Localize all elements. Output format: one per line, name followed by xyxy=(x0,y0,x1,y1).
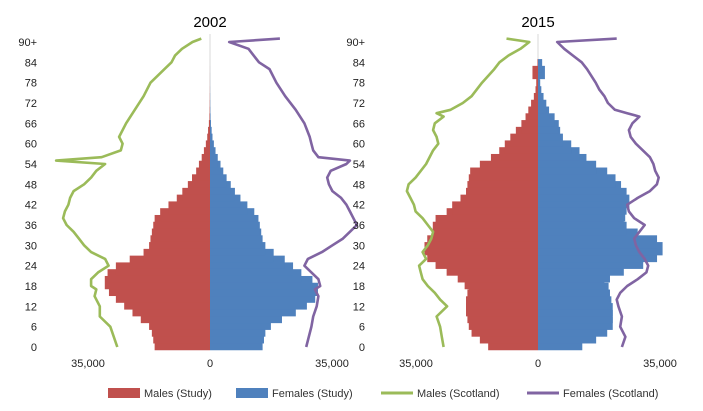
panel-2002-male-study-bar xyxy=(201,153,210,168)
panel-2002-female-study-bar xyxy=(210,133,213,147)
panel-2002-male-study-bar xyxy=(208,120,210,134)
panel-2015-female-study-bar xyxy=(538,72,540,86)
panel-2002-male-study-bar xyxy=(203,147,210,161)
panel-2002-x-tick: 0 xyxy=(207,358,213,370)
panel-2015-y-tick: 36 xyxy=(353,220,365,232)
panel-2002-y-tick: 90+ xyxy=(18,37,37,49)
panel-2015-male-scotland-line xyxy=(405,37,531,348)
panel-2015-male-study-bar xyxy=(531,99,538,114)
panel-2002-y-tick: 36 xyxy=(25,220,37,232)
panel-2015-female-study-bar xyxy=(538,79,541,93)
panel-2015-y-tick: 48 xyxy=(353,179,365,191)
panel-2015-y-tick: 54 xyxy=(353,159,365,171)
panel-2002-x-tick: 35,000 xyxy=(315,358,349,370)
panel-2002-female-study-bar xyxy=(210,140,214,154)
panel-2002-female-study-bar xyxy=(210,153,218,168)
panel-2002-title: 2002 xyxy=(193,14,226,31)
legend-label: Males (Study) xyxy=(144,388,212,400)
panel-2015-y-tick: 24 xyxy=(353,261,365,273)
panel-2015-female-study-bar xyxy=(538,92,544,107)
panel-2002-y-tick: 12 xyxy=(25,301,37,313)
panel-2002-y-tick: 6 xyxy=(31,322,37,334)
panel-2002-male-study-bar xyxy=(205,140,210,154)
panel-2015-y-tick: 60 xyxy=(353,139,365,151)
panel-2002-y-tick: 42 xyxy=(25,200,37,212)
panel-2015-male-study-bar xyxy=(532,65,538,80)
panel-2002-x-tick: 35,000 xyxy=(71,358,105,370)
legend-label: Males (Scotland) xyxy=(417,388,500,400)
panel-2015-y-tick: 66 xyxy=(353,118,365,130)
panel-2002-female-study-bar xyxy=(210,120,211,134)
panel-2015-y-tick: 42 xyxy=(353,200,365,212)
legend-label: Females (Scotland) xyxy=(563,388,658,400)
panel-2015-female-scotland-line xyxy=(555,37,660,348)
panel-2015-y-tick: 18 xyxy=(353,281,365,293)
panel-2015-y-tick: 12 xyxy=(353,301,365,313)
panel-2002-y-tick: 60 xyxy=(25,139,37,151)
panel-2015-female-study-bar xyxy=(538,99,547,114)
panel-2002-male-study-bar xyxy=(207,133,210,147)
panel-2015-male-study-bar xyxy=(535,86,538,100)
panel-2002-y-tick: 48 xyxy=(25,179,37,191)
panel-2015-title: 2015 xyxy=(521,14,554,31)
panel-2015-y-tick: 72 xyxy=(353,98,365,110)
panel-2015-x-tick: 0 xyxy=(535,358,541,370)
panel-2002-female-scotland-line xyxy=(227,37,359,348)
panel-2002-y-tick: 72 xyxy=(25,98,37,110)
panel-2015-female-study-bar xyxy=(538,65,545,80)
panel-2002-y-tick: 84 xyxy=(25,57,37,69)
panel-2015-y-tick: 90+ xyxy=(346,37,365,49)
panel-2015-male-study-bar xyxy=(528,106,538,120)
panel-2015-male-study-bar xyxy=(537,59,538,73)
panel-2002-male-study-bar xyxy=(198,160,210,175)
panel-2002-male-study-bar xyxy=(208,126,210,141)
panel-2002-female-study-bar xyxy=(210,113,211,127)
legend-swatch xyxy=(108,388,140,398)
panel-2002-female-study-bar xyxy=(210,147,216,161)
panel-2015-male-study-bar xyxy=(536,79,538,93)
panel-2002-male-scotland-line xyxy=(54,37,202,348)
panel-2002-female-study-bar xyxy=(210,160,221,175)
panel-2015-y-tick: 84 xyxy=(353,57,365,69)
panel-2015-y-tick: 78 xyxy=(353,78,365,90)
panel-2002-male-study-bar xyxy=(209,113,210,127)
panel-2015-female-study-bar xyxy=(538,86,542,100)
panel-2002-y-tick: 24 xyxy=(25,261,37,273)
panel-2015-x-tick: 35,000 xyxy=(399,358,433,370)
panel-2002-female-study-bar xyxy=(210,126,212,141)
panel-2015-y-tick: 0 xyxy=(359,342,365,354)
panel-2015-y-tick: 30 xyxy=(353,240,365,252)
panel-2015-female-study-bar xyxy=(538,59,543,73)
panel-2002-y-tick: 78 xyxy=(25,78,37,90)
panel-2002-y-tick: 66 xyxy=(25,118,37,130)
panel-2015-male-study-bar xyxy=(533,92,538,107)
panel-2015-x-tick: 35,000 xyxy=(643,358,677,370)
panel-2002-y-tick: 54 xyxy=(25,159,37,171)
panel-2015-y-tick: 6 xyxy=(359,322,365,334)
legend-swatch xyxy=(236,388,268,398)
panel-2015-male-study-bar xyxy=(536,72,538,86)
panel-2002-y-tick: 30 xyxy=(25,240,37,252)
panel-2002-y-tick: 0 xyxy=(31,342,37,354)
legend-label: Females (Study) xyxy=(272,388,353,400)
panel-2002-y-tick: 18 xyxy=(25,281,37,293)
panel-2015-female-study-bar xyxy=(538,106,550,120)
